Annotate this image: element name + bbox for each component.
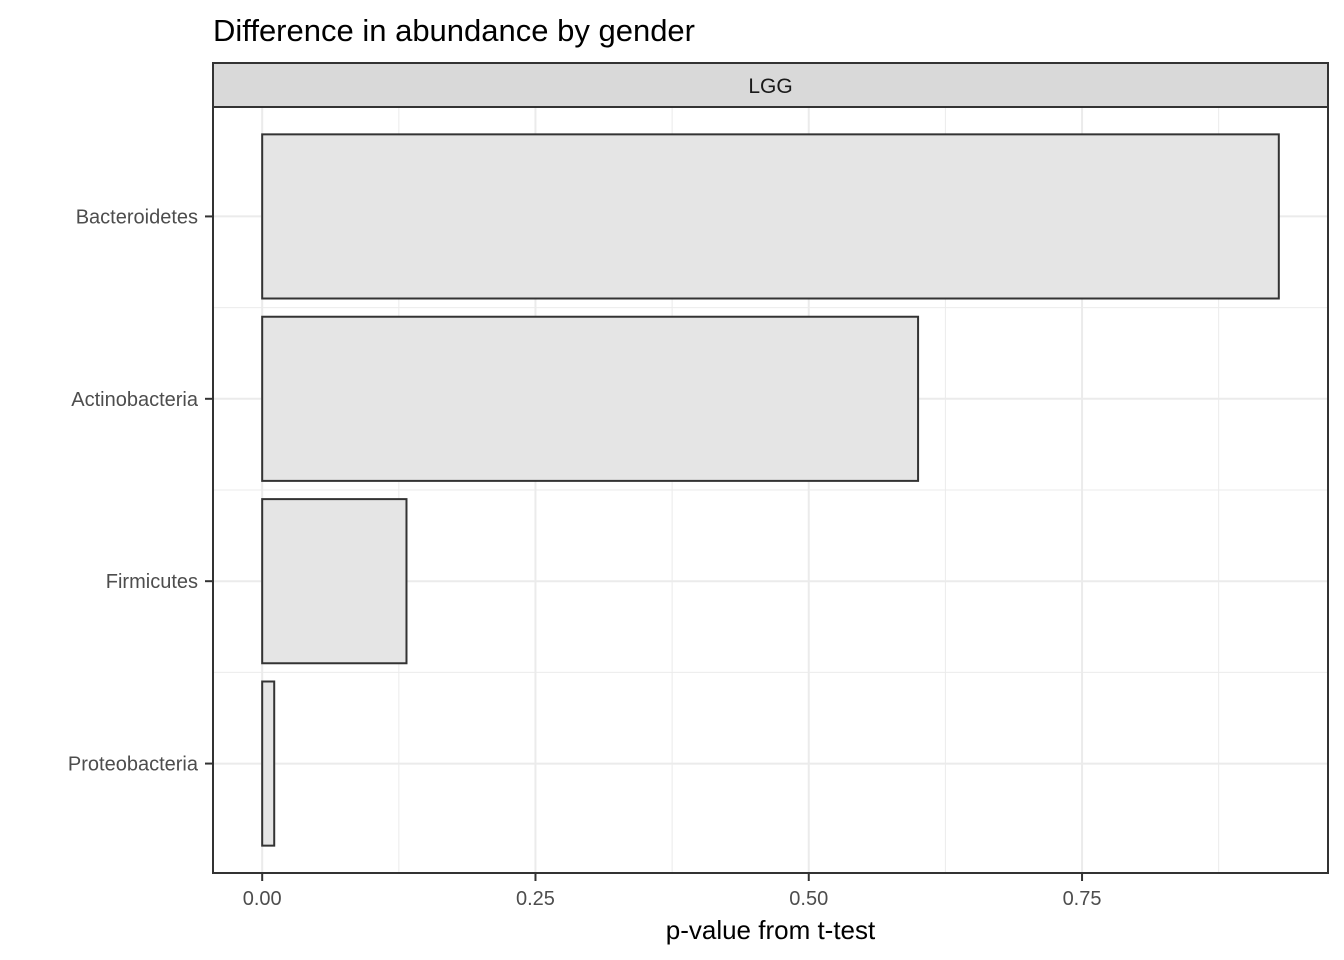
y-axis: Bacteroidetes Actinobacteria Firmicutes Pro…	[68, 206, 213, 776]
x-tick-label: 0.25	[516, 888, 555, 910]
x-tick-label: 0.00	[243, 888, 282, 910]
y-tick-label: Actinobacteria	[71, 389, 199, 411]
bar-bacteroidetes	[261, 133, 1280, 300]
y-tick-label: Firmicutes	[106, 571, 198, 593]
bar-proteobacteria	[261, 680, 276, 847]
facet-strip-label: LGG	[748, 75, 792, 98]
chart-title: Difference in abundance by gender	[213, 13, 695, 48]
x-tick-label: 0.75	[1063, 888, 1102, 910]
x-axis-title: p-value from t-test	[666, 915, 876, 945]
bar-actinobacteria	[261, 315, 920, 482]
bars	[261, 133, 1280, 847]
x-tick-label: 0.50	[789, 888, 828, 910]
y-tick-label: Proteobacteria	[68, 754, 199, 776]
x-axis: 0.00 0.25 0.50 0.75	[243, 873, 1102, 910]
facet-strip	[212, 62, 1329, 108]
bar-firmicutes	[261, 498, 408, 665]
y-tick-label: Bacteroidetes	[76, 206, 198, 228]
